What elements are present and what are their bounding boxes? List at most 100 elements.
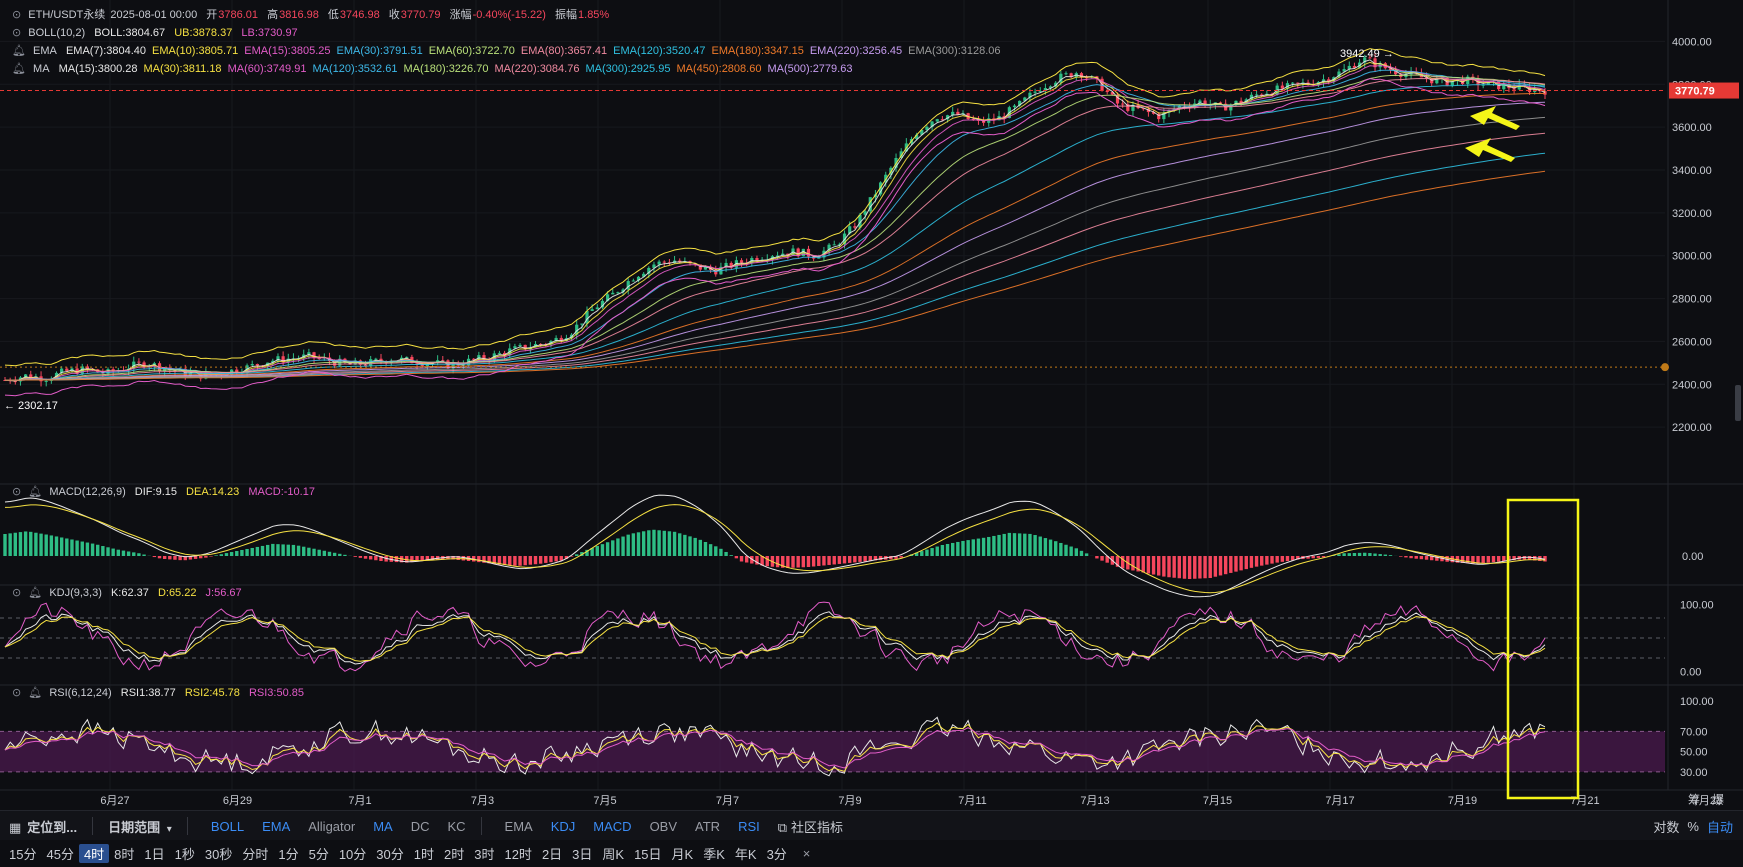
macd-bar: [657, 530, 661, 556]
macd-bar: [590, 547, 594, 556]
macd-bar: [178, 556, 182, 561]
macd-bar: [765, 556, 769, 567]
timeframe-22[interactable]: 年K: [734, 847, 757, 862]
macd-bar: [1337, 554, 1341, 556]
overlay-ema-button[interactable]: EMA: [262, 818, 291, 834]
ma-name[interactable]: MA: [33, 63, 50, 75]
macd-bar: [271, 543, 275, 556]
close-value: 3770.79: [400, 9, 441, 21]
timeframe-20[interactable]: 月K: [671, 847, 694, 862]
chevron-down-icon[interactable]: ⊙: [12, 587, 22, 599]
macd-bar: [827, 556, 831, 565]
sub-macd-button[interactable]: MACD: [593, 818, 632, 834]
date-range-button[interactable]: 日期范围 ▾: [99, 817, 181, 836]
chip-icon: 筹: [1688, 793, 1700, 807]
timeframe-12[interactable]: 1时: [413, 847, 434, 862]
community-indicator-button[interactable]: ⧉ 社区指标: [769, 817, 852, 836]
overlay-dc-button[interactable]: DC: [410, 818, 430, 834]
chevron-down-icon[interactable]: ⊙: [12, 486, 22, 498]
timeframe-14[interactable]: 3时: [474, 847, 495, 862]
overlay-kc-button[interactable]: KC: [447, 818, 466, 834]
macd-bar: [1182, 556, 1187, 579]
sub-rsi-button[interactable]: RSI: [738, 818, 760, 834]
kdj-name[interactable]: KDJ(9,3,3): [49, 587, 102, 599]
timeframe-7[interactable]: 分时: [242, 847, 269, 862]
chevron-down-icon[interactable]: ⊙: [12, 9, 22, 21]
ma-line-8: [5, 101, 1546, 381]
timeframe-8[interactable]: 1分: [278, 847, 299, 862]
rsi-name[interactable]: RSI(6,12,24): [49, 687, 112, 699]
candle-body: [817, 257, 821, 259]
bell-icon[interactable]: 🔔︎: [28, 486, 43, 498]
timeframe-13[interactable]: 2时: [444, 847, 465, 862]
timeframe-9[interactable]: 5分: [308, 847, 329, 862]
sub-obv-button[interactable]: OBV: [649, 818, 678, 834]
x-tick-label: 7月19: [1448, 795, 1477, 807]
macd-bar: [781, 556, 785, 568]
macd-bar: [1023, 533, 1027, 556]
bell-icon[interactable]: 🔔︎: [28, 587, 43, 599]
candle-body: [1249, 94, 1254, 100]
overlay-alligator-button[interactable]: Alligator: [308, 818, 356, 834]
boll-name[interactable]: BOLL(10,2): [28, 27, 86, 39]
timeframe-0[interactable]: 15分: [9, 847, 37, 862]
macd-bar: [554, 556, 558, 562]
macd-bar: [1249, 556, 1254, 568]
candle-body: [647, 267, 651, 274]
timeframe-4[interactable]: 1日: [144, 847, 165, 862]
ema-name[interactable]: EMA: [33, 45, 57, 57]
bell-icon[interactable]: 🔔︎: [12, 45, 26, 57]
log-scale-button[interactable]: 对数: [1653, 819, 1680, 835]
percent-scale-button[interactable]: %: [1687, 818, 1699, 834]
locate-button[interactable]: ▦ 定位到...: [0, 817, 86, 836]
timeframe-2[interactable]: 4时: [78, 844, 110, 863]
x-tick-label: 6月29: [223, 795, 252, 807]
annotation-arrow-icon: [1465, 138, 1515, 162]
close-icon[interactable]: ×: [802, 846, 811, 861]
timeframe-1[interactable]: 45分: [46, 847, 74, 862]
timeframe-21[interactable]: 季K: [703, 847, 725, 862]
scrollbar-handle[interactable]: [1735, 385, 1741, 421]
timeframe-10[interactable]: 10分: [338, 847, 367, 862]
candle-body: [698, 264, 702, 270]
candle-body: [137, 361, 141, 363]
ma-line-2: [4, 64, 1546, 382]
candle-body: [920, 129, 924, 135]
chart-area[interactable]: 4000.003800.003600.003400.003200.003000.…: [0, 0, 1743, 810]
x-tick-label: 7月15: [1203, 795, 1232, 807]
macd-bar: [142, 554, 146, 556]
bell-icon[interactable]: 🔔︎: [28, 687, 43, 699]
macd-bar: [858, 556, 862, 562]
overlay-indicator-group: BOLL EMA Alligator MA DC KC: [202, 819, 475, 834]
timeframe-5[interactable]: 1秒: [174, 847, 195, 862]
macd-bar: [276, 544, 280, 556]
candle-body: [44, 380, 48, 382]
macd-name[interactable]: MACD(12,26,9): [49, 486, 126, 498]
candle-body: [611, 292, 615, 295]
macd-bar: [18, 532, 23, 556]
auto-scale-button[interactable]: 自动: [1706, 819, 1733, 835]
timeframe-17[interactable]: 3日: [572, 847, 593, 862]
timeframe-16[interactable]: 2日: [541, 847, 563, 862]
candle-body: [472, 358, 476, 360]
chevron-down-icon[interactable]: ⊙: [12, 27, 22, 39]
overlay-ma-button[interactable]: MA: [373, 818, 393, 834]
timeframe-23[interactable]: 3分: [766, 847, 787, 862]
sub-ema-button[interactable]: EMA: [504, 818, 533, 834]
timeframe-11[interactable]: 30分: [376, 847, 404, 862]
candle-body: [271, 360, 275, 363]
timeframe-18[interactable]: 周K: [602, 847, 625, 862]
timeframe-19[interactable]: 15日: [634, 847, 662, 862]
timeframe-3[interactable]: 8时: [114, 847, 135, 862]
candle-body: [1177, 105, 1181, 109]
candle-body: [1296, 82, 1300, 84]
overlay-boll-button[interactable]: BOLL: [210, 818, 245, 834]
macd-bar: [1157, 556, 1161, 576]
sub-kdj-button[interactable]: KDJ: [550, 818, 576, 834]
timeframe-6[interactable]: 30秒: [204, 847, 233, 862]
sub-atr-button[interactable]: ATR: [695, 818, 721, 834]
chevron-down-icon[interactable]: ⊙: [12, 687, 22, 699]
bell-icon[interactable]: 🔔︎: [12, 63, 26, 75]
chart-canvas[interactable]: 4000.003800.003600.003400.003200.003000.…: [0, 0, 1743, 810]
timeframe-15[interactable]: 12时: [504, 847, 532, 862]
